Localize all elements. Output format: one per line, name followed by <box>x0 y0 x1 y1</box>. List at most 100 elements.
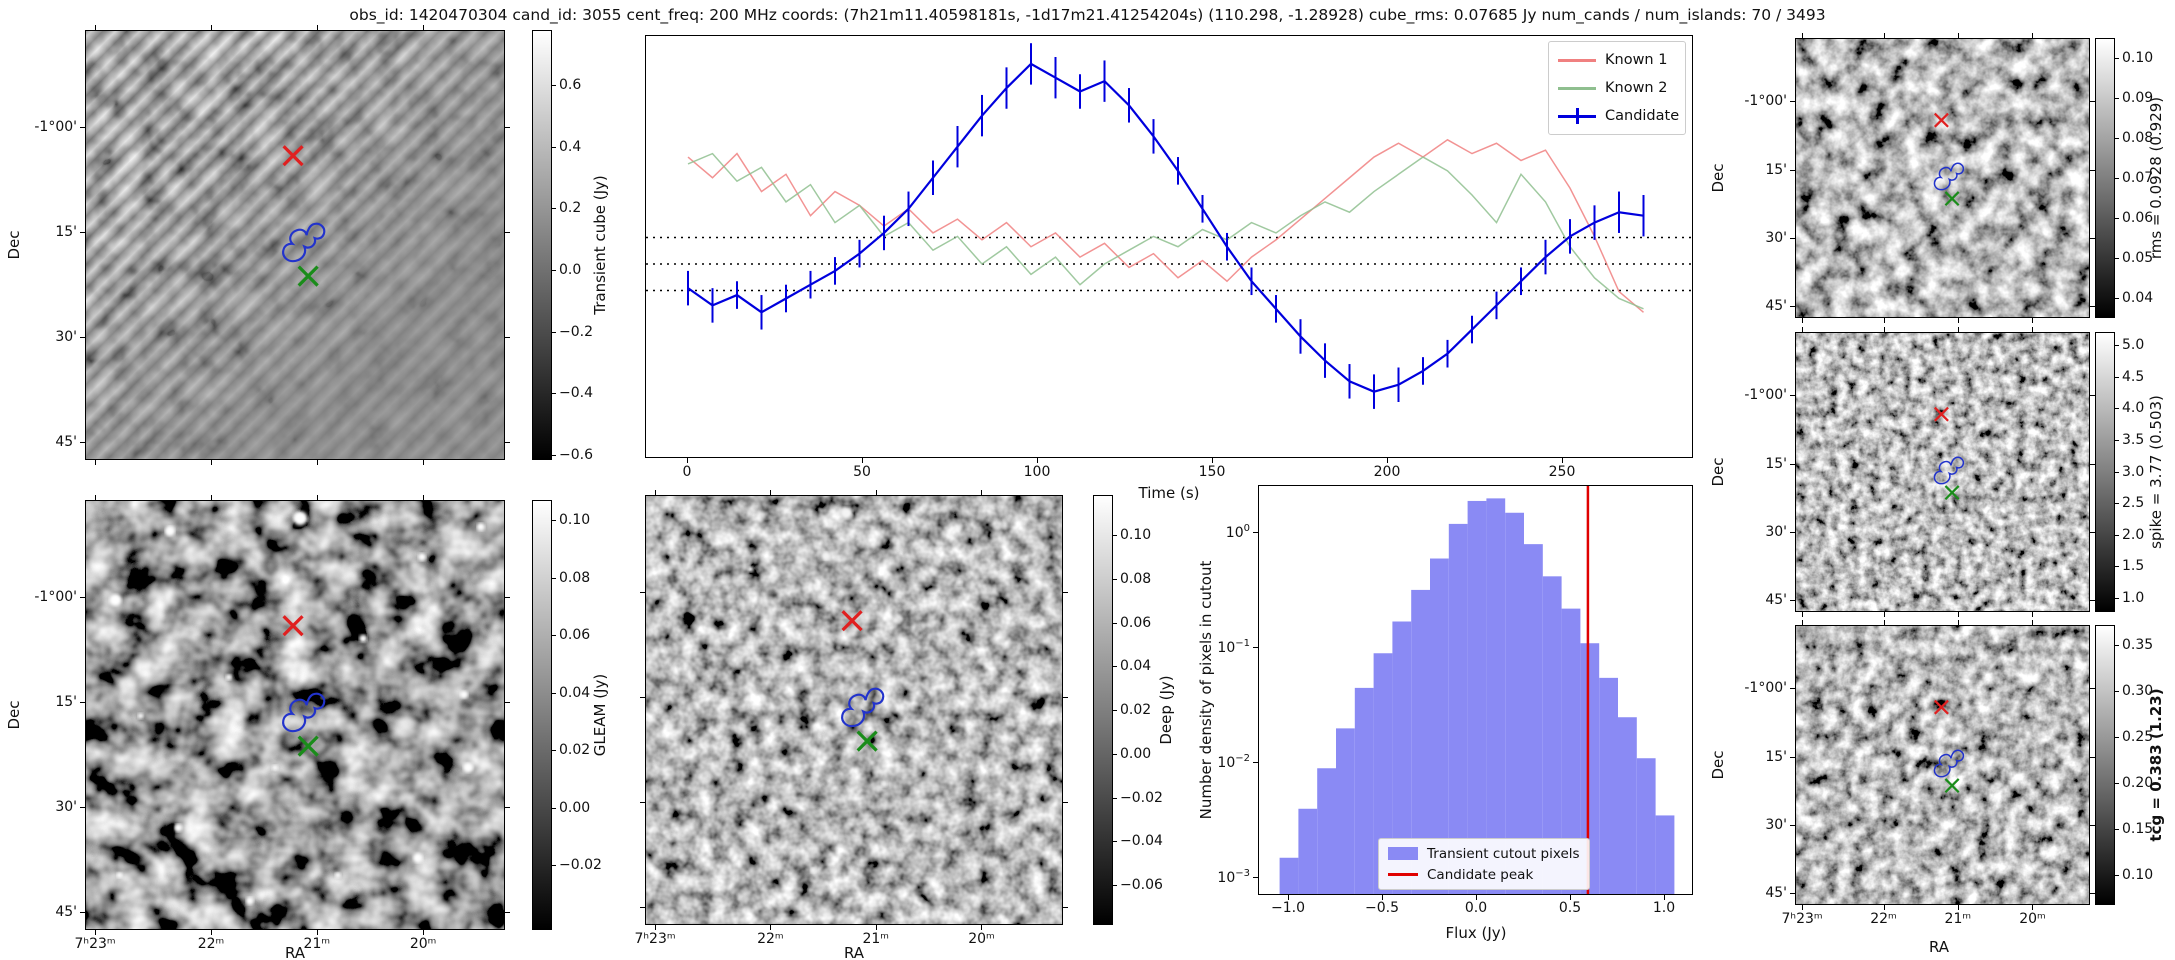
time-tick-label: 200 <box>1373 464 1401 480</box>
bright-source <box>463 762 474 773</box>
spike-colorbar-tick: 5.0 <box>2122 337 2145 353</box>
spike-colorbar-tick: 3.5 <box>2122 431 2145 448</box>
tick-mark <box>316 460 318 465</box>
tcg-colorbar-tick: 0.15 <box>2122 821 2154 837</box>
bright-source <box>109 593 122 606</box>
legend-entry-candidate-peak: Candidate peak <box>1388 867 1580 883</box>
tick-mark <box>423 460 425 465</box>
legend-entry-known1: Known 1 <box>1558 52 1676 68</box>
figure-title: obs_id: 1420470304 cand_id: 3055 cent_fr… <box>349 6 1826 24</box>
tick-mark <box>505 597 510 598</box>
dec-axis-label: Dec <box>5 700 23 730</box>
histogram-bar <box>1317 768 1336 894</box>
tick-mark <box>1790 531 1795 533</box>
tick-mark <box>1957 318 1959 323</box>
spike-colorbar-tick: 1.5 <box>2122 558 2145 575</box>
tick-mark <box>2115 534 2119 536</box>
tcg-colorbar-tick: 0.10 <box>2122 867 2154 883</box>
tick-mark <box>1253 762 1258 763</box>
tick-mark <box>1802 905 1804 910</box>
tick-mark <box>1957 612 1959 617</box>
tick-mark <box>552 270 556 271</box>
tick-mark <box>981 490 983 495</box>
tick-mark <box>423 25 425 30</box>
peak-line-sample <box>1388 873 1418 876</box>
green-x-marker <box>1944 778 1960 794</box>
density-tick-label: 10−2 <box>1217 753 1250 771</box>
tick-mark <box>1476 895 1477 900</box>
tick-mark <box>552 807 556 809</box>
tick-mark <box>2115 691 2119 692</box>
ra-tick-label: 22ᵐ <box>197 936 225 952</box>
tick-mark <box>1387 458 1388 463</box>
bright-source <box>418 552 426 561</box>
tick-mark <box>2115 503 2119 505</box>
bright-source <box>245 896 254 905</box>
tick-mark <box>2115 138 2119 139</box>
red-x-marker <box>1933 112 1949 128</box>
rms-colorbar <box>2095 38 2115 318</box>
sky-markers <box>1933 112 1965 207</box>
tick-mark <box>80 441 85 443</box>
dec-tick-label: 15' <box>1765 455 1787 472</box>
ra-axis-label: RA <box>1928 938 1950 956</box>
dec-tick-label: 15' <box>55 694 77 710</box>
sky-markers <box>1933 699 1965 794</box>
ra-tick-label: 21ᵐ <box>862 931 890 947</box>
tick-mark <box>770 490 772 495</box>
transient_cube-colorbar-tick: −0.2 <box>559 323 593 340</box>
tick-mark <box>981 925 983 930</box>
tick-mark <box>2090 101 2095 103</box>
tick-mark <box>1113 622 1117 624</box>
flux-tick-label: −1.0 <box>1271 900 1305 916</box>
tick-mark <box>640 697 645 698</box>
histogram-y-label: Number density of pixels in cutout <box>1197 560 1215 820</box>
tick-mark <box>2032 33 2034 38</box>
tick-mark <box>875 490 877 495</box>
tick-mark <box>1790 893 1795 895</box>
green-x-marker <box>856 730 878 752</box>
tick-mark <box>1957 327 1959 332</box>
light-curve-legend: Known 1 Known 2 Candidate <box>1548 41 1686 135</box>
ra-axis-label: RA <box>843 944 865 960</box>
tick-mark <box>2032 327 2034 332</box>
red-x-marker <box>282 145 304 167</box>
sky-markers <box>1933 406 1965 501</box>
flux-tick-label: −0.5 <box>1365 900 1399 916</box>
histogram-bar <box>1618 717 1637 894</box>
gleam-colorbar-tick: 0.10 <box>559 512 591 528</box>
tick-mark <box>1790 756 1795 758</box>
time-tick-label: 0 <box>682 464 692 480</box>
tick-mark <box>1790 688 1795 690</box>
bright-source <box>412 852 423 863</box>
legend-label: Known 2 <box>1605 80 1668 96</box>
tick-mark <box>2115 298 2119 299</box>
tcg-colorbar-tick: 0.20 <box>2122 775 2154 791</box>
tick-mark <box>552 146 556 148</box>
island-contour <box>1933 749 1965 778</box>
ra-tick-label: 7ʰ23ᵐ <box>634 931 676 947</box>
tick-mark <box>1664 895 1665 900</box>
ra-tick-label: 21ᵐ <box>1944 911 1972 927</box>
tick-mark <box>95 460 97 465</box>
dec-tick-label: 30' <box>1765 523 1787 540</box>
tick-mark <box>1790 101 1795 103</box>
transient_cube-colorbar-tick: 0.6 <box>559 77 582 93</box>
dec-tick-label: 45' <box>55 433 77 450</box>
histogram-patch-sample <box>1388 847 1418 860</box>
gleam-colorbar-tick: 0.02 <box>559 742 591 758</box>
bright-source <box>881 781 888 788</box>
red-x-marker <box>841 610 863 632</box>
tick-mark <box>552 635 556 636</box>
tick-mark <box>316 25 318 30</box>
ra-tick-label: 20ᵐ <box>968 931 995 947</box>
tick-mark <box>1790 237 1795 239</box>
deep-colorbar <box>1093 495 1113 925</box>
tick-mark <box>1113 535 1117 536</box>
tick-mark <box>2032 612 2034 617</box>
dec-tick-label: -1°00' <box>34 119 77 135</box>
deep-colorbar-tick: 0.08 <box>1120 570 1152 587</box>
tick-mark <box>2090 306 2095 308</box>
legend-label: Candidate <box>1605 108 1680 124</box>
red-x-marker <box>1933 406 1949 422</box>
